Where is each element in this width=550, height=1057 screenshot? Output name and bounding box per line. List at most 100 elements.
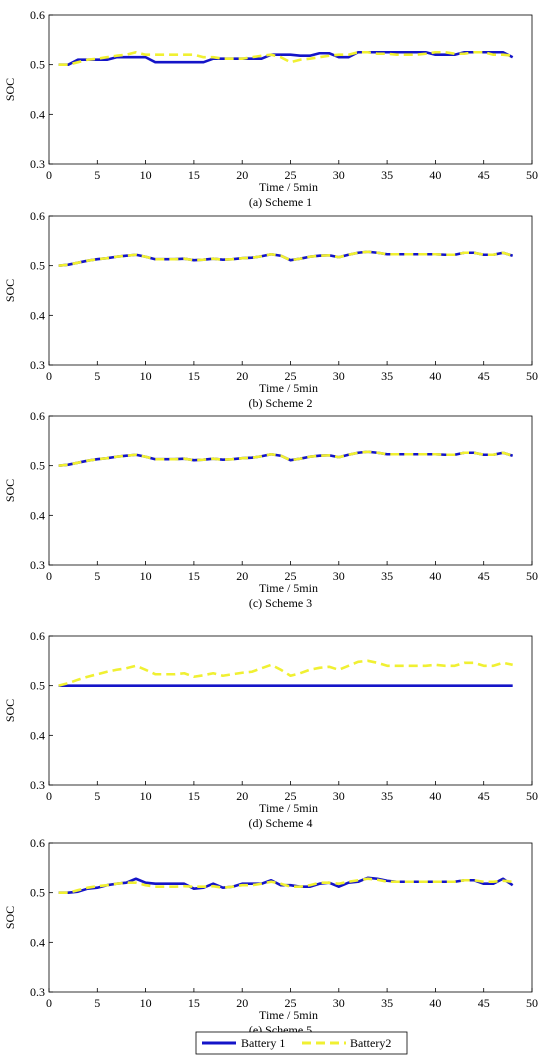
series-line-battery-2 <box>58 250 514 267</box>
x-tick-label: 10 <box>140 168 152 182</box>
x-tick-label: 30 <box>333 789 345 803</box>
x-tick-label: 15 <box>188 996 200 1010</box>
y-tick-label: 0.6 <box>30 836 45 850</box>
y-tick-label: 0.5 <box>30 58 45 72</box>
x-tick-label: 50 <box>526 996 538 1010</box>
y-tick-label: 0.4 <box>30 935 45 949</box>
x-tick-label: 15 <box>188 569 200 583</box>
x-tick-label: 50 <box>526 369 538 383</box>
x-tick-label: 45 <box>478 996 490 1010</box>
x-tick-label: 30 <box>333 369 345 383</box>
x-tick-label: 45 <box>478 369 490 383</box>
x-tick-label: 30 <box>333 996 345 1010</box>
x-tick-label: 5 <box>94 168 100 182</box>
x-tick-label: 25 <box>285 996 297 1010</box>
y-tick-label: 0.5 <box>30 679 45 693</box>
x-tick-label: 15 <box>188 789 200 803</box>
y-axis-label: SOC <box>3 279 17 302</box>
x-tick-label: 0 <box>46 369 52 383</box>
y-tick-label: 0.4 <box>30 728 45 742</box>
plot-frame <box>48 415 533 566</box>
x-tick-label: 25 <box>285 168 297 182</box>
panel-caption: (a) Scheme 1 <box>249 195 312 209</box>
y-axis-label: SOC <box>3 78 17 101</box>
x-axis-label: Time / 5min <box>259 180 318 194</box>
y-tick-label: 0.6 <box>30 629 45 643</box>
series-line-battery-2 <box>58 659 513 687</box>
y-tick-label: 0.3 <box>30 558 45 572</box>
legend-box <box>195 1031 408 1055</box>
chart-panel-1: 0 5 10 15 20 25 30 35 40 45 50 0.3 0.4 0.5 0.6 Time / 5… <box>3 8 538 209</box>
y-axis-label: SOC <box>3 906 17 929</box>
x-tick-label: 30 <box>333 168 345 182</box>
x-tick-label: 50 <box>526 569 538 583</box>
series-line-battery-2 <box>58 877 513 894</box>
x-tick-label: 40 <box>429 996 441 1010</box>
legend: Battery 1 Battery2 <box>195 1031 408 1055</box>
x-axis-label: Time / 5min <box>259 1008 318 1022</box>
x-tick-label: 5 <box>94 369 100 383</box>
x-tick-label: 10 <box>140 996 152 1010</box>
x-tick-label: 10 <box>140 369 152 383</box>
y-tick-label: 0.3 <box>30 778 45 792</box>
x-axis-label: Time / 5min <box>259 381 318 395</box>
y-tick-label: 0.5 <box>30 259 45 273</box>
x-tick-label: 5 <box>94 996 100 1010</box>
x-tick-label: 20 <box>236 996 248 1010</box>
x-tick-label: 50 <box>526 168 538 182</box>
series-line-battery-2 <box>58 450 514 467</box>
x-tick-label: 15 <box>188 369 200 383</box>
x-tick-label: 10 <box>140 569 152 583</box>
plot-frame <box>48 842 533 993</box>
panel-caption: (b) Scheme 2 <box>249 396 313 410</box>
x-tick-label: 0 <box>46 569 52 583</box>
y-tick-label: 0.5 <box>30 459 45 473</box>
legend-label-battery-1: Battery 1 <box>241 1036 285 1050</box>
y-tick-label: 0.4 <box>30 107 45 121</box>
y-axis-label: SOC <box>3 699 17 722</box>
x-tick-label: 35 <box>381 168 393 182</box>
y-axis-label: SOC <box>3 479 17 502</box>
x-tick-label: 0 <box>46 789 52 803</box>
y-tick-label: 0.3 <box>30 985 45 999</box>
plot-frame <box>48 14 533 165</box>
x-tick-label: 20 <box>236 789 248 803</box>
y-tick-label: 0.4 <box>30 308 45 322</box>
y-tick-label: 0.6 <box>30 409 45 423</box>
y-tick-label: 0.4 <box>30 508 45 522</box>
series-line-battery-2 <box>58 50 513 66</box>
x-tick-label: 30 <box>333 569 345 583</box>
panel-caption: (d) Scheme 4 <box>249 816 313 830</box>
chart-panel-3: 0 5 10 15 20 25 30 35 40 45 50 0.3 0.4 0.5 0.6 Time / 5… <box>3 409 538 610</box>
x-tick-label: 25 <box>285 369 297 383</box>
x-tick-label: 15 <box>188 168 200 182</box>
y-tick-label: 0.3 <box>30 157 45 171</box>
x-tick-label: 20 <box>236 569 248 583</box>
x-tick-label: 0 <box>46 996 52 1010</box>
x-tick-label: 40 <box>429 168 441 182</box>
x-tick-label: 20 <box>236 369 248 383</box>
x-tick-label: 35 <box>381 569 393 583</box>
chart-panel-2: 0 5 10 15 20 25 30 35 40 45 50 0.3 0.4 0.5 0.6 Time / 5… <box>3 209 538 410</box>
x-tick-label: 45 <box>478 569 490 583</box>
x-axis-label: Time / 5min <box>259 801 318 815</box>
x-tick-label: 10 <box>140 789 152 803</box>
chart-panel-4: 0 5 10 15 20 25 30 35 40 45 50 0.3 0.4 0.5 0.6 Time / 5… <box>3 629 538 830</box>
x-tick-label: 0 <box>46 168 52 182</box>
legend-label-battery-2: Battery2 <box>350 1036 391 1050</box>
x-tick-label: 5 <box>94 789 100 803</box>
series-line-battery-1 <box>58 50 514 66</box>
y-tick-label: 0.3 <box>30 358 45 372</box>
x-tick-label: 45 <box>478 168 490 182</box>
x-tick-label: 35 <box>381 789 393 803</box>
y-tick-label: 0.6 <box>30 209 45 223</box>
x-tick-label: 5 <box>94 569 100 583</box>
x-tick-label: 40 <box>429 569 441 583</box>
x-tick-label: 40 <box>429 789 441 803</box>
x-tick-label: 35 <box>381 996 393 1010</box>
panel-caption: (c) Scheme 3 <box>249 596 312 610</box>
x-tick-label: 40 <box>429 369 441 383</box>
x-tick-label: 20 <box>236 168 248 182</box>
y-tick-label: 0.6 <box>30 8 45 22</box>
